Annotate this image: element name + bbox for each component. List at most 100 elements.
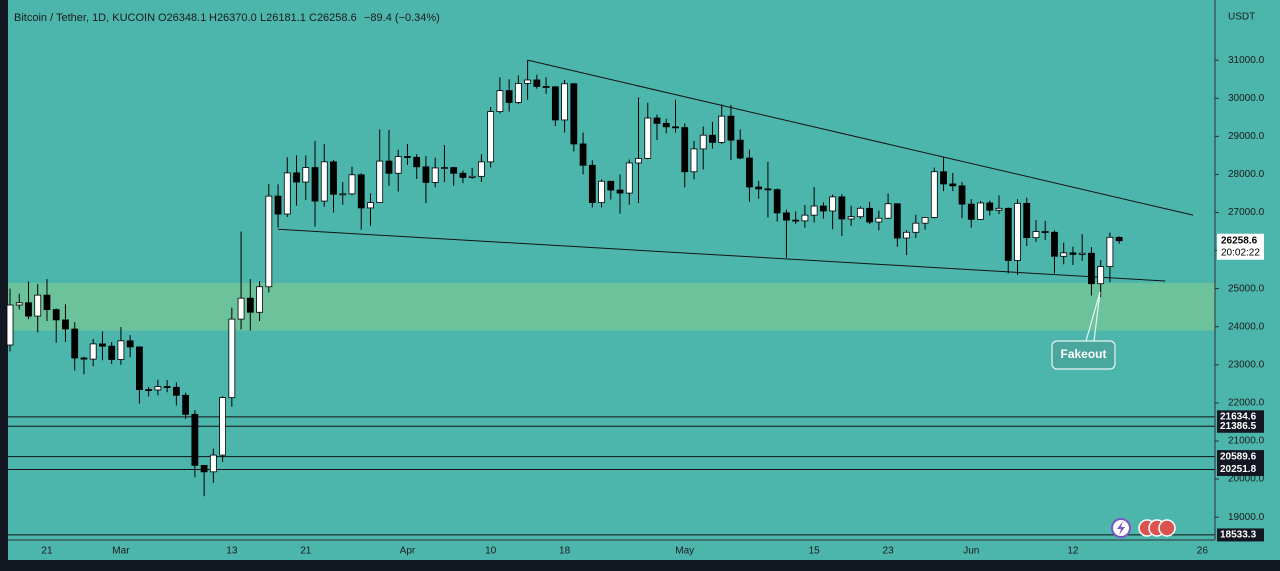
- candle-body: [542, 86, 550, 88]
- candle-body: [524, 79, 532, 84]
- candle-body: [995, 207, 1003, 211]
- candle-body: [607, 180, 615, 191]
- candle-body: [1088, 252, 1095, 285]
- price-line-label-bg: [1217, 419, 1264, 433]
- candle-body: [108, 345, 116, 360]
- last-price-label: 26258.6: [1221, 235, 1258, 246]
- ohlc-high: H26370.0: [209, 12, 257, 24]
- ohlc-close: C26258.6: [309, 12, 357, 24]
- candle-body: [829, 196, 837, 212]
- candle-body: [172, 386, 180, 396]
- candle-body: [792, 219, 800, 222]
- candle-body: [801, 214, 809, 222]
- candle-body: [1078, 252, 1086, 255]
- price-line-label: 21634.6: [1220, 411, 1257, 422]
- candle-body: [514, 82, 522, 103]
- candle-body: [219, 397, 226, 456]
- x-tick-label: 18: [559, 546, 571, 557]
- y-tick-label: 20000.0: [1228, 474, 1265, 485]
- y-tick-label: 23000.0: [1228, 359, 1265, 370]
- candle-body: [450, 167, 458, 174]
- candle-body: [875, 217, 883, 223]
- price-line-label: 20251.8: [1220, 464, 1257, 475]
- candle-body: [718, 115, 726, 143]
- candle-body: [856, 207, 864, 218]
- candle-body: [866, 207, 873, 223]
- candle-body: [764, 188, 772, 191]
- candle-body: [89, 343, 97, 360]
- candle-body: [727, 115, 735, 141]
- candle-body: [15, 302, 23, 306]
- candle-body: [394, 156, 402, 174]
- candle-body: [949, 183, 957, 187]
- candle-body: [25, 302, 32, 317]
- price-line-label-bg: [1217, 450, 1264, 464]
- candle-body: [644, 117, 652, 159]
- candle-body: [6, 304, 14, 346]
- candle-body: [237, 297, 245, 320]
- candle-body: [773, 189, 781, 214]
- y-tick-label: 31000.0: [1228, 55, 1265, 66]
- callout-box: [1051, 340, 1116, 370]
- candle-body: [1069, 252, 1077, 255]
- candle-body: [847, 216, 855, 220]
- price-line-label-bg: [1217, 462, 1264, 476]
- candle-body: [145, 389, 153, 391]
- y-tick-label: 30000.0: [1228, 93, 1265, 104]
- last-price-bg: [1217, 233, 1264, 260]
- candle-body: [80, 357, 88, 360]
- candle-body: [1051, 231, 1058, 257]
- y-tick-label: 29000.0: [1228, 131, 1265, 142]
- candle-body: [320, 161, 328, 202]
- candle-body: [505, 90, 513, 103]
- candle-body: [468, 175, 476, 178]
- y-tick-label: 25000.0: [1228, 283, 1265, 294]
- candle-body: [921, 217, 929, 224]
- x-tick-label: 15: [809, 546, 821, 557]
- callout-text: Fakeout: [1060, 347, 1106, 361]
- candle-body: [912, 222, 920, 233]
- candle-body: [431, 167, 439, 183]
- candle-body: [533, 79, 541, 87]
- candle-body: [311, 167, 319, 202]
- y-tick-label: 19000.0: [1228, 512, 1265, 523]
- candle-body: [681, 127, 689, 173]
- candle-body: [163, 386, 171, 388]
- candle-body: [958, 185, 966, 205]
- candle-body: [1106, 236, 1114, 267]
- chart-background: [8, 0, 1280, 560]
- candle-body: [986, 202, 994, 211]
- candle-body: [1060, 252, 1068, 257]
- candle-body: [126, 340, 134, 348]
- candle-body: [191, 413, 199, 466]
- x-tick-label: May: [675, 546, 694, 557]
- candle-body: [977, 202, 984, 220]
- candle-body: [746, 157, 753, 188]
- symbol: Bitcoin / Tether, 1D, KUCOIN: [14, 12, 155, 24]
- change: −89.4 (−0.34%): [364, 12, 440, 24]
- candle-body: [570, 83, 578, 145]
- candle-body: [182, 394, 190, 415]
- candle-body: [588, 164, 596, 203]
- y-tick-label: 24000.0: [1228, 321, 1265, 332]
- y-tick-label: 27000.0: [1228, 207, 1265, 218]
- candle-body: [736, 139, 744, 159]
- x-tick-label: 21: [300, 546, 312, 557]
- candle-body: [62, 319, 69, 330]
- candle-body: [635, 158, 642, 164]
- candle-body: [1032, 231, 1040, 239]
- candle-body: [967, 203, 975, 220]
- candle-body: [228, 318, 236, 398]
- countdown: 20:02:22: [1221, 247, 1260, 258]
- currency: USDT: [1228, 12, 1255, 23]
- flag-icon[interactable]: [1158, 519, 1176, 537]
- candle-body: [274, 195, 282, 215]
- candle-body: [348, 174, 356, 195]
- price-line-label-bg: [1217, 528, 1264, 542]
- candle-body: [709, 134, 716, 143]
- candle-body: [413, 156, 421, 168]
- candle-body: [441, 167, 448, 169]
- candle-body: [283, 172, 291, 215]
- candle-body: [884, 203, 892, 219]
